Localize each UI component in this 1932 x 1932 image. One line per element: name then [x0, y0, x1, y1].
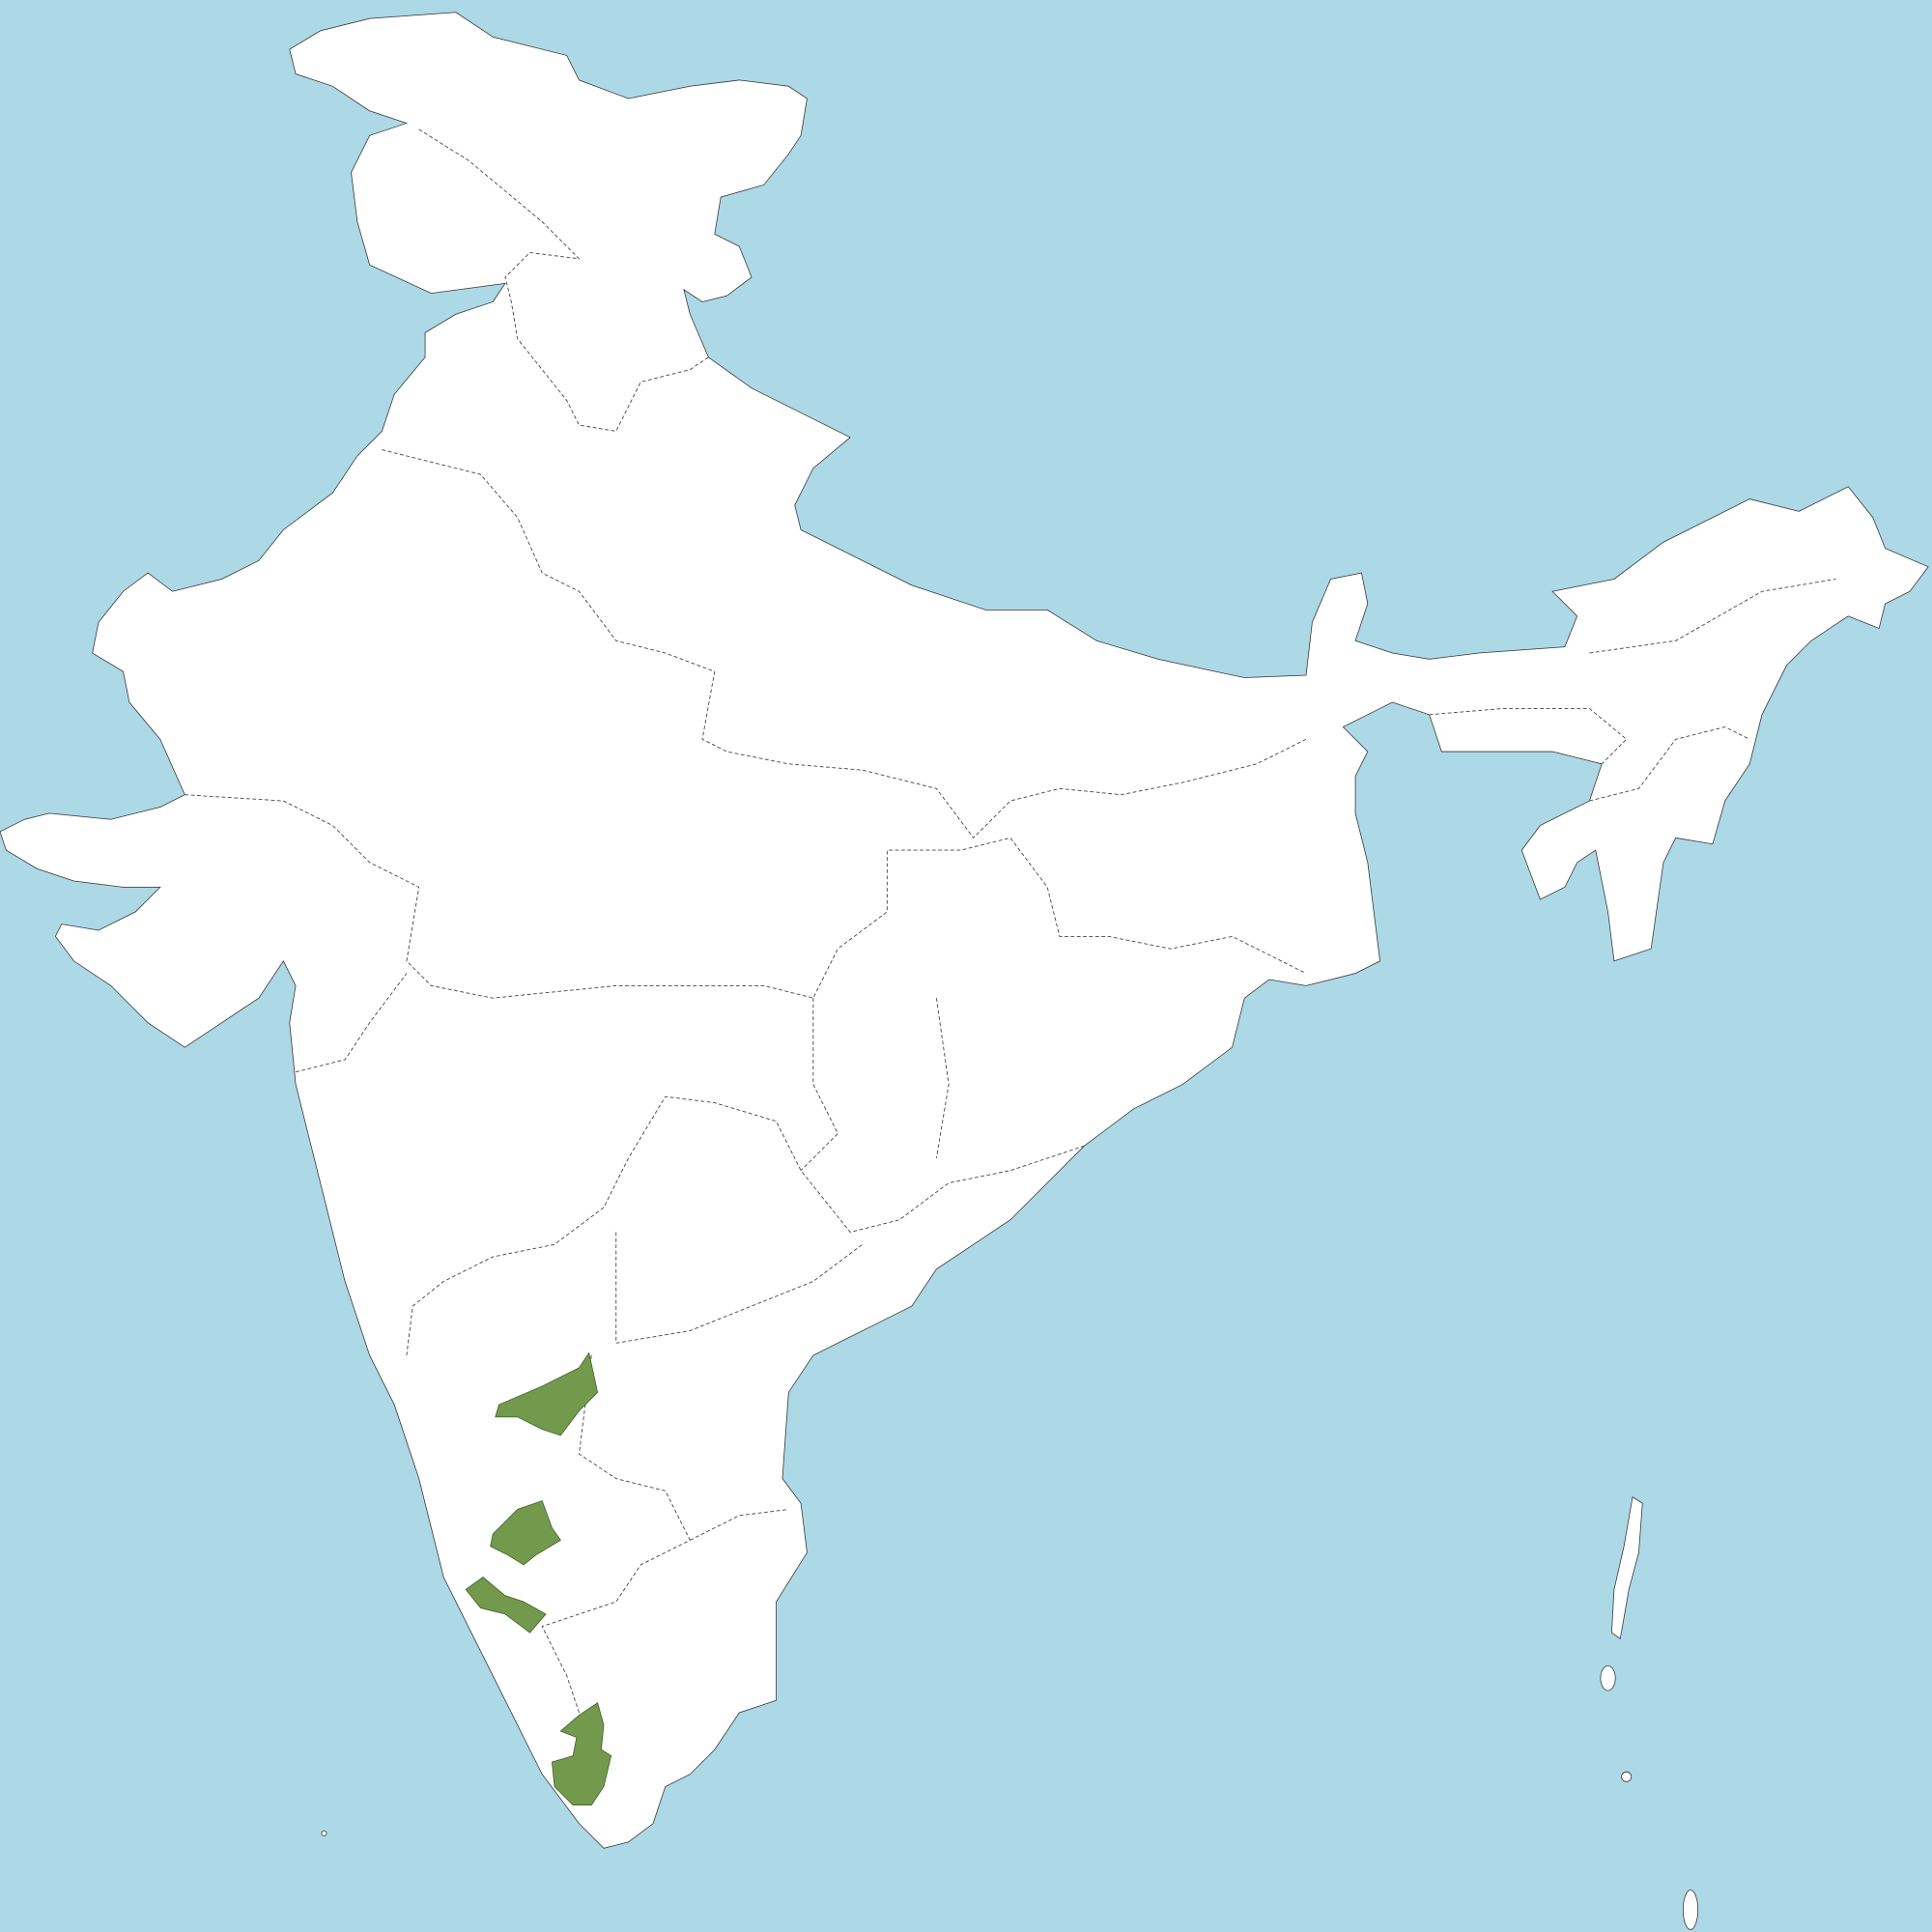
- mainland: [0, 12, 1929, 1849]
- state-borders: [185, 128, 1836, 1714]
- highlighted-district: [552, 1702, 612, 1806]
- highlighted-district: [465, 1577, 547, 1634]
- andaman-islands: [1610, 1496, 1643, 1640]
- great-nicobar-island: [1682, 1889, 1699, 1930]
- lakshadweep-island: [321, 1831, 327, 1836]
- nicobar-island: [1621, 1771, 1633, 1782]
- highlighted-district: [495, 1351, 599, 1436]
- nicobar-island: [1600, 1665, 1616, 1691]
- highlighted-districts: [465, 1351, 612, 1806]
- islands: [321, 1496, 1699, 1930]
- highlighted-district: [490, 1500, 561, 1566]
